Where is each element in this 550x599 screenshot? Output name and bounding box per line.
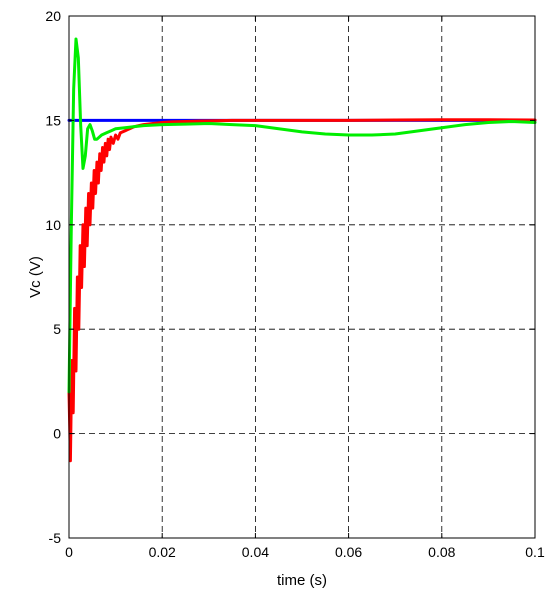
grid	[69, 16, 535, 538]
y-tick-label: -5	[49, 530, 62, 546]
y-tick-label: 0	[53, 426, 61, 442]
x-tick-label: 0.06	[335, 544, 362, 560]
y-tick-label: 10	[45, 217, 61, 233]
x-tick-label: 0	[65, 544, 73, 560]
y-tick-label: 20	[45, 8, 61, 24]
x-tick-label: 0.1	[525, 544, 545, 560]
series-line-3	[67, 37, 537, 394]
plot-frame	[68, 15, 536, 539]
y-tick-label: 5	[53, 321, 61, 337]
series-lines	[67, 37, 537, 463]
y-axis-label: Vc (V)	[27, 256, 44, 298]
x-tick-label: 0.02	[149, 544, 176, 560]
x-axis-label: time (s)	[277, 572, 327, 589]
series-line-2	[67, 118, 537, 463]
y-tick-label: 15	[45, 112, 61, 128]
x-tick-label: 0.04	[242, 544, 269, 560]
x-tick-label: 0.08	[428, 544, 455, 560]
